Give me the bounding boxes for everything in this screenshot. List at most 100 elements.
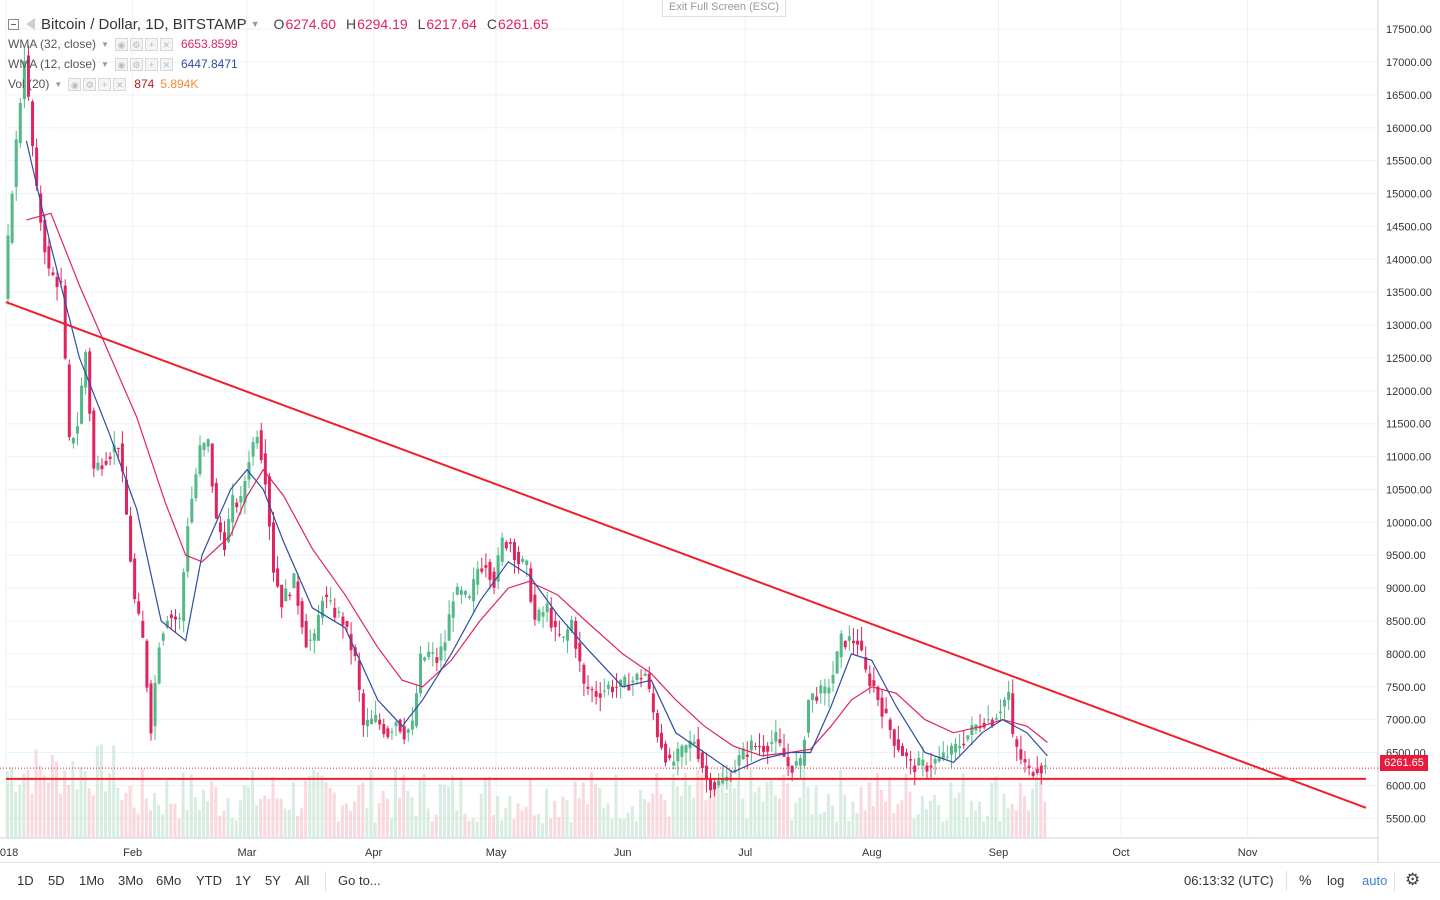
candle-body	[206, 439, 210, 447]
range-6mo-button[interactable]: 6Mo	[156, 873, 182, 888]
collapse-legend-icon[interactable]	[8, 18, 19, 30]
candle-body	[43, 219, 47, 253]
candle-body	[561, 636, 565, 638]
candle-body	[925, 765, 929, 772]
price-tick-label: 9500.00	[1386, 550, 1426, 562]
candle-body	[386, 728, 390, 738]
candle-body	[851, 640, 855, 644]
range-5d-button[interactable]: 5D	[48, 873, 65, 888]
price-chart[interactable]: 5500.006000.006500.007000.007500.008000.…	[0, 0, 1440, 862]
symbol-row: Bitcoin / Dollar, 1D, BITSTAMP ▼ O6274.6…	[8, 14, 549, 34]
volume-bar	[46, 782, 50, 838]
range-5y-button[interactable]: 5Y	[265, 873, 281, 888]
candle-body	[276, 568, 280, 587]
volume-bar	[287, 809, 291, 838]
indicator-name[interactable]: WMA (32, close)	[8, 37, 97, 51]
volume-bar	[381, 790, 385, 838]
ohlc-high-label: H	[345, 16, 357, 32]
chevron-down-icon[interactable]: ▼	[54, 79, 63, 89]
range-3mo-button[interactable]: 3Mo	[118, 873, 144, 888]
volume-bar	[483, 777, 487, 838]
indicator-wma32[interactable]: WMA (32, close) ▼ ◉ ⚙ + ✕ 6653.8599	[8, 34, 549, 54]
volume-bar	[818, 813, 822, 838]
volume-bar	[671, 773, 675, 838]
candle-body	[18, 102, 22, 144]
candle-body	[353, 647, 357, 657]
volume-bar	[610, 818, 614, 838]
time-tick-label: Aug	[862, 847, 882, 859]
indicator-name[interactable]: Vol (20)	[8, 77, 50, 91]
candle-body	[488, 561, 492, 580]
volume-bar	[630, 806, 634, 838]
auto-scale-toggle[interactable]: auto	[1362, 873, 1388, 888]
candle-body	[508, 542, 512, 544]
close-icon[interactable]: ✕	[159, 37, 173, 51]
descending-resistance-trendline	[5, 301, 1367, 809]
time-tick-label: Feb	[123, 847, 142, 859]
volume-bar	[577, 798, 581, 838]
flag-icon[interactable]	[26, 18, 35, 30]
candle-body	[635, 673, 639, 681]
range-1mo-button[interactable]: 1Mo	[79, 873, 105, 888]
candle-body	[749, 740, 753, 751]
volume-bar	[124, 792, 128, 838]
exit-fullscreen-button[interactable]: Exit Full Screen (ESC)	[662, 0, 786, 17]
add-icon[interactable]: +	[98, 77, 112, 91]
gear-icon[interactable]: ⚙	[129, 57, 143, 71]
eye-icon[interactable]: ◉	[114, 57, 128, 71]
candle-body	[153, 682, 157, 727]
candle-body	[1035, 768, 1039, 774]
candle-body	[365, 719, 369, 727]
symbol-title[interactable]: Bitcoin / Dollar, 1D, BITSTAMP	[41, 15, 247, 33]
volume-bar	[969, 800, 973, 838]
range-1d-button[interactable]: 1D	[17, 873, 34, 888]
eye-icon[interactable]: ◉	[114, 37, 128, 51]
chevron-down-icon[interactable]: ▼	[101, 39, 109, 49]
volume-bar	[973, 810, 977, 838]
price-tick-label: 14000.00	[1386, 254, 1432, 266]
gear-icon[interactable]: ⚙	[83, 77, 97, 91]
candle-body	[1019, 749, 1023, 760]
candle-body	[835, 651, 839, 674]
indicator-volume[interactable]: Vol (20) ▼ ◉ ⚙ + ✕ 874 5.894K	[8, 74, 549, 94]
volume-bar	[471, 818, 475, 838]
close-icon[interactable]: ✕	[159, 57, 173, 71]
candle-body	[770, 741, 774, 744]
goto-date-button[interactable]: Go to...	[338, 873, 381, 888]
log-scale-toggle[interactable]: log	[1327, 873, 1345, 888]
add-icon[interactable]: +	[144, 37, 158, 51]
chevron-down-icon[interactable]: ▼	[101, 59, 109, 69]
candle-body	[668, 754, 672, 759]
indicator-name[interactable]: WMA (12, close)	[8, 57, 97, 71]
volume-bar	[116, 787, 120, 838]
range-all-button[interactable]: All	[295, 873, 310, 888]
wma32-line	[26, 212, 1048, 757]
chevron-down-icon[interactable]: ▼	[250, 19, 260, 29]
indicator-wma12[interactable]: WMA (12, close) ▼ ◉ ⚙ + ✕ 6447.8471	[8, 54, 549, 74]
volume-bar	[259, 798, 263, 838]
volume-bar	[120, 799, 124, 838]
gear-icon[interactable]: ⚙	[1405, 870, 1421, 889]
close-icon[interactable]: ✕	[113, 77, 127, 91]
gear-icon[interactable]: ⚙	[129, 37, 143, 51]
divider	[325, 871, 326, 891]
percent-scale-toggle[interactable]: %	[1299, 872, 1312, 888]
volume-bar	[398, 797, 402, 838]
range-1y-button[interactable]: 1Y	[235, 873, 251, 888]
candle-body	[31, 101, 35, 147]
utc-clock[interactable]: 06:13:32 (UTC)	[1184, 873, 1274, 888]
chart-area[interactable]: 5500.00 6000.00 6500.00 7000.00 7500.00 8000.…	[0, 0, 1440, 862]
eye-icon[interactable]: ◉	[68, 77, 82, 91]
volume-bar	[459, 777, 463, 838]
volume-bar	[238, 800, 242, 838]
volume-bar	[875, 773, 879, 838]
candle-body	[439, 646, 443, 661]
range-ytd-button[interactable]: YTD	[196, 873, 222, 888]
volume-bar	[565, 800, 569, 838]
candle-body	[655, 713, 659, 738]
candle-body	[137, 601, 141, 614]
add-icon[interactable]: +	[144, 57, 158, 71]
candle-body	[868, 673, 872, 686]
candle-body	[300, 601, 304, 628]
volume-bar	[986, 816, 990, 838]
